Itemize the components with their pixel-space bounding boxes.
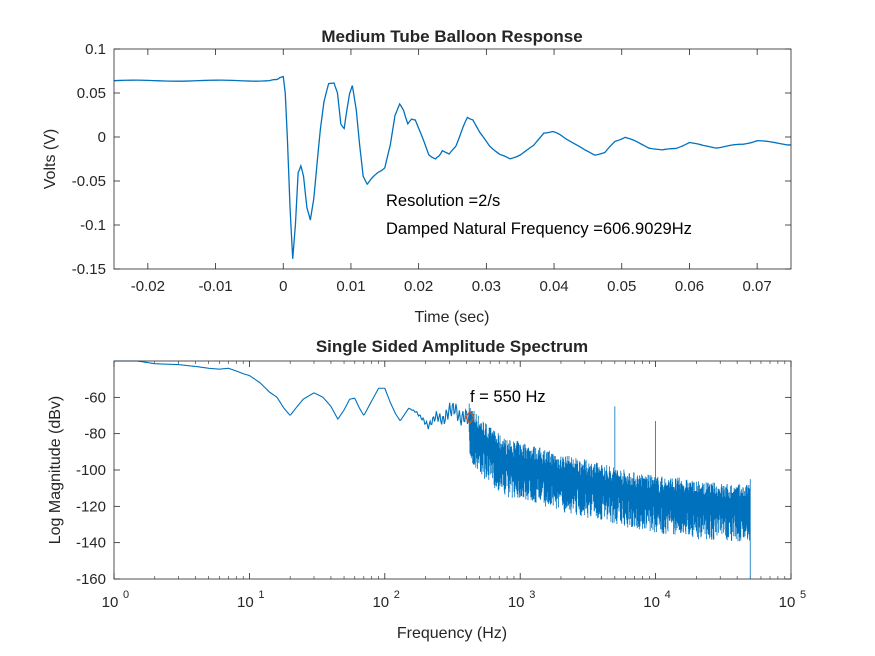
x-tick-label-exponent: 0 — [123, 589, 129, 601]
x-axis-label-time: Time (sec) — [415, 309, 490, 326]
chart-title-spectrum: Single Sided Amplitude Spectrum — [316, 337, 588, 356]
x-tick-label-exponent: 3 — [529, 589, 535, 601]
x-axis-label-frequency: Frequency (Hz) — [397, 625, 507, 642]
x-tick-label: 0 — [279, 278, 287, 295]
y-tick-label: 0 — [98, 129, 106, 146]
peak-marker-diamond — [464, 410, 475, 425]
y-axis-label-magnitude: Log Magnitude (dBv) — [47, 396, 64, 545]
y-axis-label-volts: Volts (V) — [42, 129, 59, 189]
axes-box-time — [113, 48, 792, 270]
x-tick-label-exponent: 1 — [258, 589, 264, 601]
y-tick-label: -0.15 — [72, 261, 106, 278]
chart-title-time: Medium Tube Balloon Response — [321, 27, 582, 46]
y-tick-label: -100 — [76, 462, 106, 479]
chart-amplitude-spectrum: Single Sided Amplitude Spectrum 10 0 10 1 10… — [47, 337, 806, 642]
x-tick-label: 10 — [508, 594, 525, 611]
y-ticks-time: -0.15 -0.1 -0.05 0 0.05 0.1 — [72, 41, 791, 278]
plot-area-spectrum — [114, 361, 791, 579]
x-tick-label: 0.02 — [404, 278, 433, 295]
x-tick-label: 10 — [643, 594, 660, 611]
y-tick-label: -0.05 — [72, 173, 106, 190]
x-tick-label: -0.01 — [198, 278, 232, 295]
y-tick-label: -120 — [76, 498, 106, 515]
x-tick-label: 0.06 — [675, 278, 704, 295]
y-tick-label: 0.05 — [77, 85, 106, 102]
series-line-voltage — [113, 75, 792, 259]
series-line-spectrum — [114, 360, 470, 430]
y-tick-label: -0.1 — [80, 217, 106, 234]
plot-area-time — [114, 49, 791, 269]
y-tick-label: -140 — [76, 535, 106, 552]
x-tick-label-exponent: 4 — [665, 589, 671, 601]
x-tick-label-exponent: 5 — [800, 589, 806, 601]
x-tick-label: 0.01 — [336, 278, 365, 295]
x-ticks-time: -0.02 -0.01 0 0.01 0.02 0.03 0.04 0.05 0.06 0.07 — [131, 49, 772, 295]
x-tick-label: 10 — [237, 594, 254, 611]
x-tick-label: 0.04 — [539, 278, 568, 295]
y-tick-label: -80 — [84, 426, 106, 443]
axes-box-spectrum — [113, 360, 792, 580]
x-ticks-frequency: 10 0 10 1 10 2 10 3 10 4 10 5 — [102, 361, 806, 611]
x-tick-label: 0.03 — [472, 278, 501, 295]
x-tick-label: 10 — [372, 594, 389, 611]
x-tick-label: 0.05 — [607, 278, 636, 295]
annotation-damped-frequency: Damped Natural Frequency =606.9029Hz — [386, 220, 692, 238]
annotation-peak-frequency: f = 550 Hz — [470, 388, 546, 406]
y-tick-label: 0.1 — [85, 41, 106, 58]
y-tick-label: -60 — [84, 389, 106, 406]
x-tick-label: 0.07 — [743, 278, 772, 295]
series-noise-spectrum — [468, 403, 751, 579]
y-tick-label: -160 — [76, 571, 106, 588]
x-tick-label-exponent: 2 — [394, 589, 400, 601]
chart-time-response: Medium Tube Balloon Response -0.02 -0.01 0… — [42, 27, 792, 326]
x-tick-label: 10 — [102, 594, 119, 611]
x-tick-label: -0.02 — [131, 278, 165, 295]
x-tick-label: 10 — [779, 594, 796, 611]
annotation-resolution: Resolution =2/s — [386, 192, 500, 210]
y-ticks-magnitude: -160 -140 -120 -100 -80 -60 — [76, 389, 791, 588]
